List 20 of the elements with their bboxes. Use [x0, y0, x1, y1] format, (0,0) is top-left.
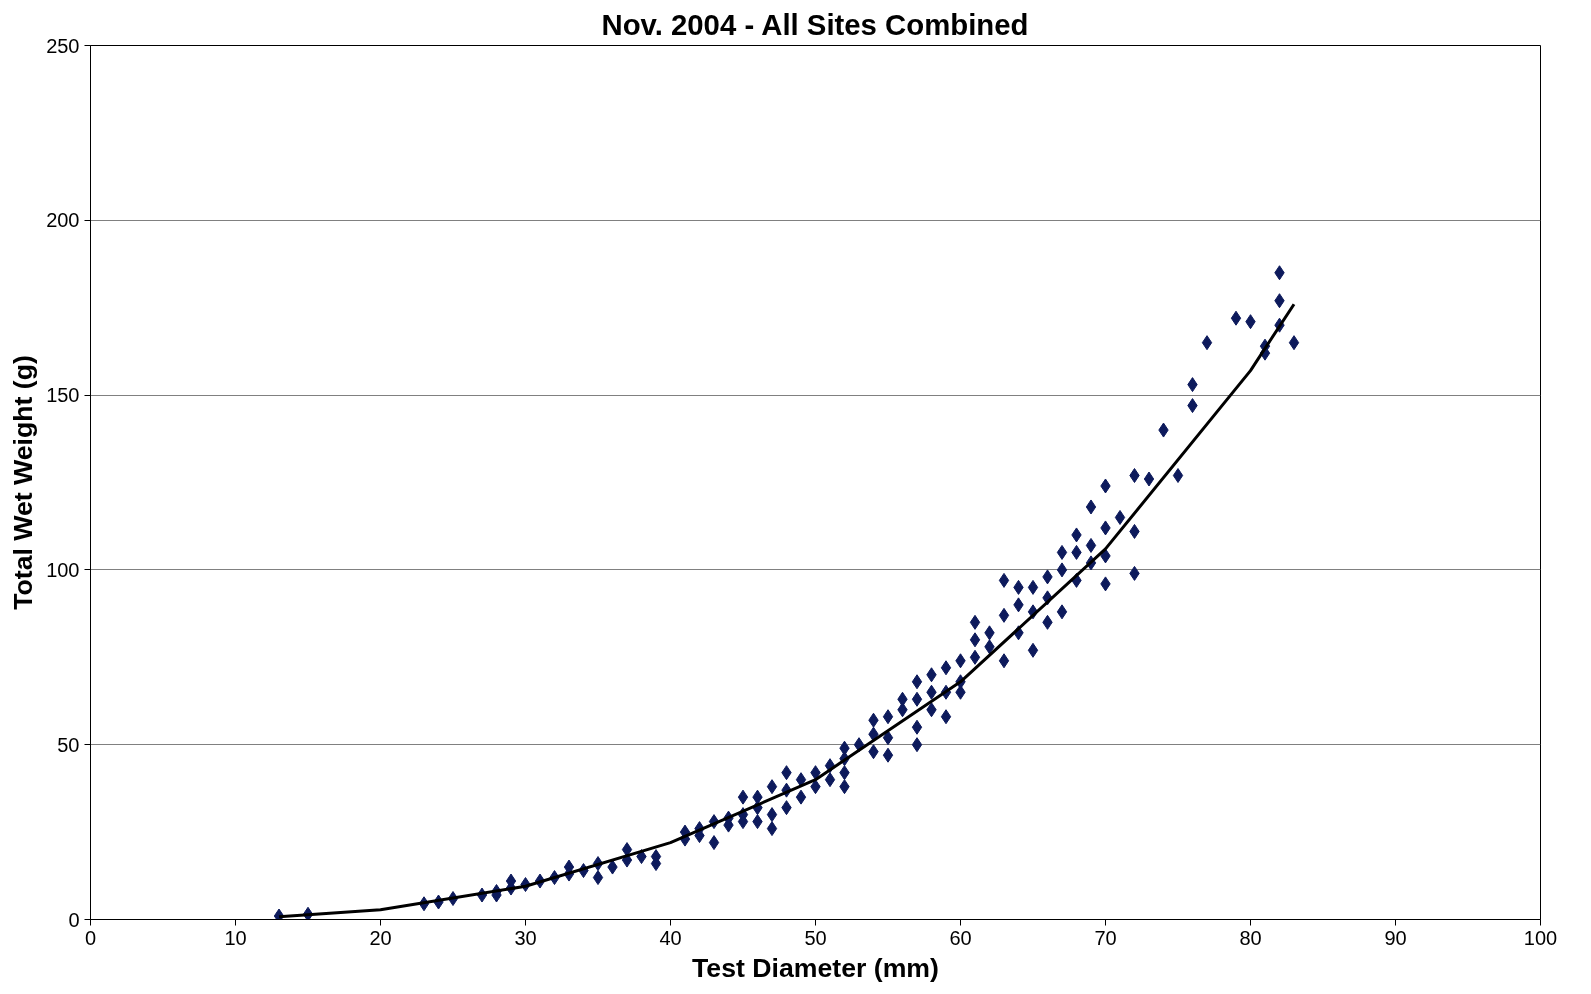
x-tick-label: 80 [1239, 926, 1262, 949]
x-tick-label: 0 [84, 926, 97, 949]
y-tick-label: 150 [46, 384, 80, 407]
x-tick-label: 60 [949, 926, 972, 949]
y-tick-label: 50 [57, 733, 80, 756]
x-tick-label: 20 [369, 926, 392, 949]
y-tick-label: 200 [46, 209, 80, 232]
x-tick-label: 10 [224, 926, 247, 949]
y-tick-label: 0 [68, 908, 80, 931]
y-tick-label: 250 [46, 34, 80, 57]
y-axis-title: Total Wet Weight (g) [8, 355, 39, 610]
x-tick-label: 40 [659, 926, 682, 949]
x-tick-label: 90 [1384, 926, 1407, 949]
x-axis-title: Test Diameter (mm) [692, 952, 939, 983]
x-tick-label: 50 [804, 926, 827, 949]
x-tick-label: 70 [1094, 926, 1117, 949]
chart-title: Nov. 2004 - All Sites Combined [601, 7, 1029, 41]
y-tick-label: 100 [46, 558, 80, 581]
x-tick-label: 100 [1523, 926, 1558, 949]
x-tick-label: 30 [514, 926, 537, 949]
